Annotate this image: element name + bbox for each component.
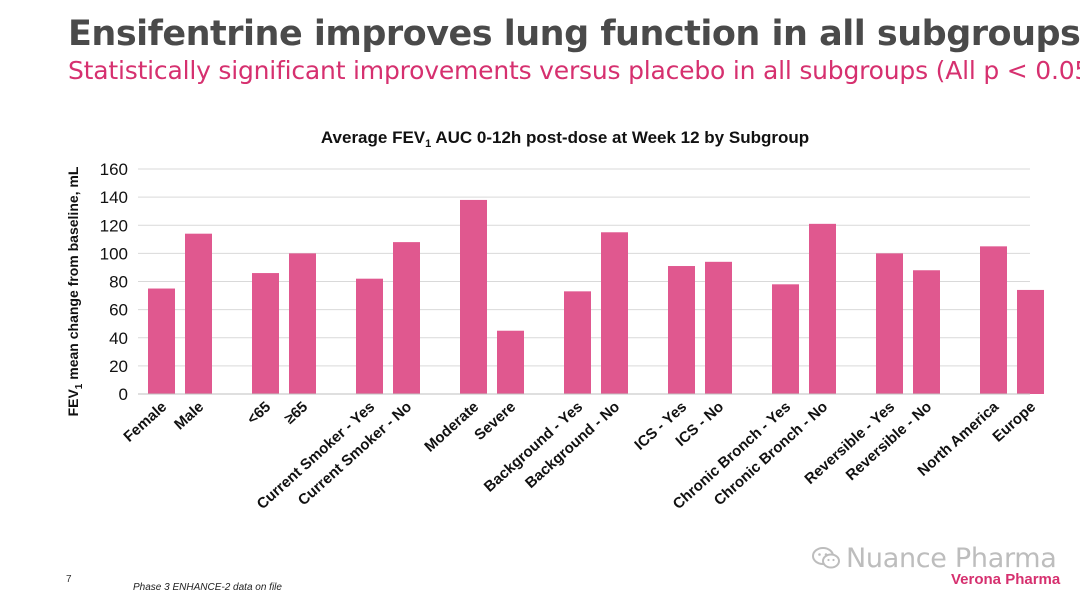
slide-title: Ensifentrine improves lung function in a… bbox=[68, 14, 1080, 54]
brand-logo: Verona Pharma bbox=[951, 571, 1061, 588]
y-tick-label: 80 bbox=[109, 273, 128, 292]
watermark: Nuance Pharma bbox=[812, 543, 1057, 574]
x-tick-label: Female bbox=[120, 398, 170, 445]
y-tick-label: 60 bbox=[109, 301, 128, 320]
bar bbox=[1017, 289, 1044, 394]
x-tick-label: <65 bbox=[244, 398, 274, 428]
bar bbox=[564, 291, 591, 394]
bar bbox=[252, 273, 279, 394]
bar bbox=[356, 278, 383, 394]
bar bbox=[289, 253, 316, 394]
y-tick-label: 40 bbox=[109, 329, 128, 348]
y-tick-label: 20 bbox=[109, 357, 128, 376]
x-tick-label: Severe bbox=[471, 398, 519, 444]
bar bbox=[876, 253, 903, 394]
bar bbox=[913, 270, 940, 394]
bar bbox=[705, 261, 732, 394]
bar bbox=[148, 288, 175, 394]
bar bbox=[980, 246, 1007, 394]
y-tick-label: 100 bbox=[100, 244, 128, 263]
y-axis-label: FEV1 mean change from baseline, mL bbox=[65, 166, 85, 416]
bar bbox=[601, 232, 628, 394]
footnote: Phase 3 ENHANCE-2 data on file bbox=[133, 582, 282, 593]
x-tick-label: Male bbox=[171, 398, 207, 433]
bar bbox=[393, 242, 420, 394]
chart-title: Average FEV1 AUC 0-12h post-dose at Week… bbox=[321, 128, 809, 150]
y-tick-label: 160 bbox=[100, 160, 128, 179]
watermark-text: Nuance Pharma bbox=[846, 543, 1057, 574]
bar bbox=[460, 199, 487, 394]
bar bbox=[772, 284, 799, 394]
bar bbox=[668, 266, 695, 394]
y-tick-label: 120 bbox=[100, 216, 128, 235]
slide-subtitle: Statistically significant improvements v… bbox=[68, 56, 1080, 85]
y-tick-label: 0 bbox=[119, 385, 128, 404]
bar bbox=[185, 233, 212, 394]
bar bbox=[809, 223, 836, 394]
x-tick-label: Moderate bbox=[421, 398, 482, 455]
page-number: 7 bbox=[66, 574, 72, 585]
bar bbox=[497, 330, 524, 394]
y-tick-label: 140 bbox=[100, 188, 128, 207]
x-tick-label: ≥65 bbox=[281, 398, 311, 427]
wechat-icon bbox=[812, 547, 840, 569]
